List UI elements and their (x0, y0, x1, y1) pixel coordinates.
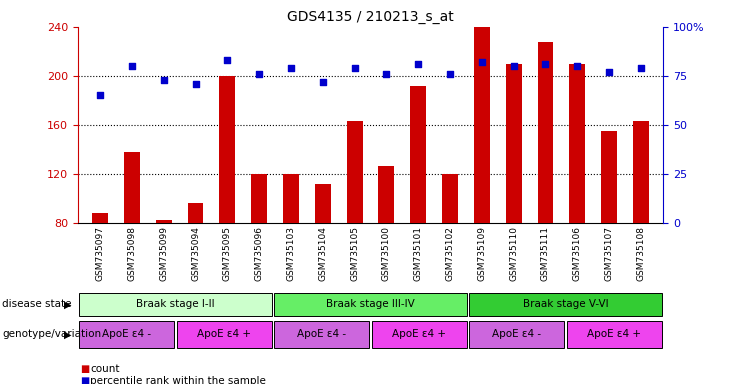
Text: disease state: disease state (2, 299, 72, 310)
Text: GSM735109: GSM735109 (477, 226, 486, 281)
Bar (442, 174, 458, 223)
Bar (283, 174, 299, 223)
Point (571, 63, 583, 69)
Bar (92, 213, 108, 223)
Text: GSM735111: GSM735111 (541, 226, 550, 281)
Text: ApoE ε4 -: ApoE ε4 - (102, 329, 151, 339)
Text: GSM735107: GSM735107 (605, 226, 614, 281)
Bar (469, 321, 565, 348)
Text: ApoE ε4 -: ApoE ε4 - (297, 329, 346, 339)
Bar (379, 166, 394, 223)
Text: GSM735106: GSM735106 (573, 226, 582, 281)
Text: GSM735110: GSM735110 (509, 226, 518, 281)
Text: GSM735102: GSM735102 (445, 226, 454, 281)
Text: ▶: ▶ (64, 299, 72, 310)
Text: GSM735095: GSM735095 (223, 226, 232, 281)
Text: count: count (90, 364, 120, 374)
Bar (567, 321, 662, 348)
Bar (219, 76, 236, 223)
Text: ApoE ε4 +: ApoE ε4 + (588, 329, 642, 339)
Point (412, 61, 424, 67)
Bar (537, 41, 554, 223)
Bar (469, 293, 662, 316)
Bar (124, 152, 140, 223)
Text: ■: ■ (80, 364, 89, 374)
Text: GSM735104: GSM735104 (319, 226, 328, 281)
Bar (79, 321, 174, 348)
Text: GSM735103: GSM735103 (287, 226, 296, 281)
Text: Braak stage III-IV: Braak stage III-IV (326, 299, 415, 309)
Bar (187, 203, 204, 223)
Text: GSM735100: GSM735100 (382, 226, 391, 281)
Point (253, 71, 265, 77)
Point (508, 63, 519, 69)
Text: Braak stage I-II: Braak stage I-II (136, 299, 215, 309)
Point (635, 65, 647, 71)
Point (222, 57, 233, 63)
Bar (633, 121, 649, 223)
Point (539, 61, 551, 67)
Bar (411, 86, 426, 223)
Text: GSM735101: GSM735101 (413, 226, 422, 281)
Point (317, 79, 329, 85)
Bar (274, 321, 369, 348)
Bar (347, 121, 362, 223)
Bar (569, 64, 585, 223)
Text: ApoE ε4 -: ApoE ε4 - (492, 329, 542, 339)
Bar (372, 321, 467, 348)
Bar (315, 184, 330, 223)
Text: GSM735099: GSM735099 (159, 226, 168, 281)
Text: GSM735096: GSM735096 (255, 226, 264, 281)
Text: GSM735108: GSM735108 (637, 226, 645, 281)
Text: percentile rank within the sample: percentile rank within the sample (90, 376, 266, 384)
Text: GSM735094: GSM735094 (191, 226, 200, 281)
Bar (79, 293, 272, 316)
Bar (601, 131, 617, 223)
Title: GDS4135 / 210213_s_at: GDS4135 / 210213_s_at (287, 10, 454, 25)
Point (158, 77, 170, 83)
Point (126, 63, 138, 69)
Text: GSM735097: GSM735097 (96, 226, 104, 281)
Point (94, 92, 106, 98)
Bar (505, 64, 522, 223)
Bar (156, 220, 172, 223)
Bar (176, 321, 272, 348)
Bar (274, 293, 467, 316)
Text: GSM735098: GSM735098 (127, 226, 136, 281)
Text: Braak stage V-VI: Braak stage V-VI (523, 299, 608, 309)
Text: ApoE ε4 +: ApoE ε4 + (197, 329, 251, 339)
Point (349, 65, 361, 71)
Point (603, 69, 615, 75)
Bar (251, 174, 267, 223)
Point (444, 71, 456, 77)
Text: ■: ■ (80, 376, 89, 384)
Text: genotype/variation: genotype/variation (2, 329, 102, 339)
Bar (474, 27, 490, 223)
Point (380, 71, 392, 77)
Point (285, 65, 297, 71)
Point (476, 59, 488, 65)
Text: ApoE ε4 +: ApoE ε4 + (392, 329, 446, 339)
Text: GSM735105: GSM735105 (350, 226, 359, 281)
Point (190, 81, 202, 87)
Text: ▶: ▶ (64, 329, 72, 339)
